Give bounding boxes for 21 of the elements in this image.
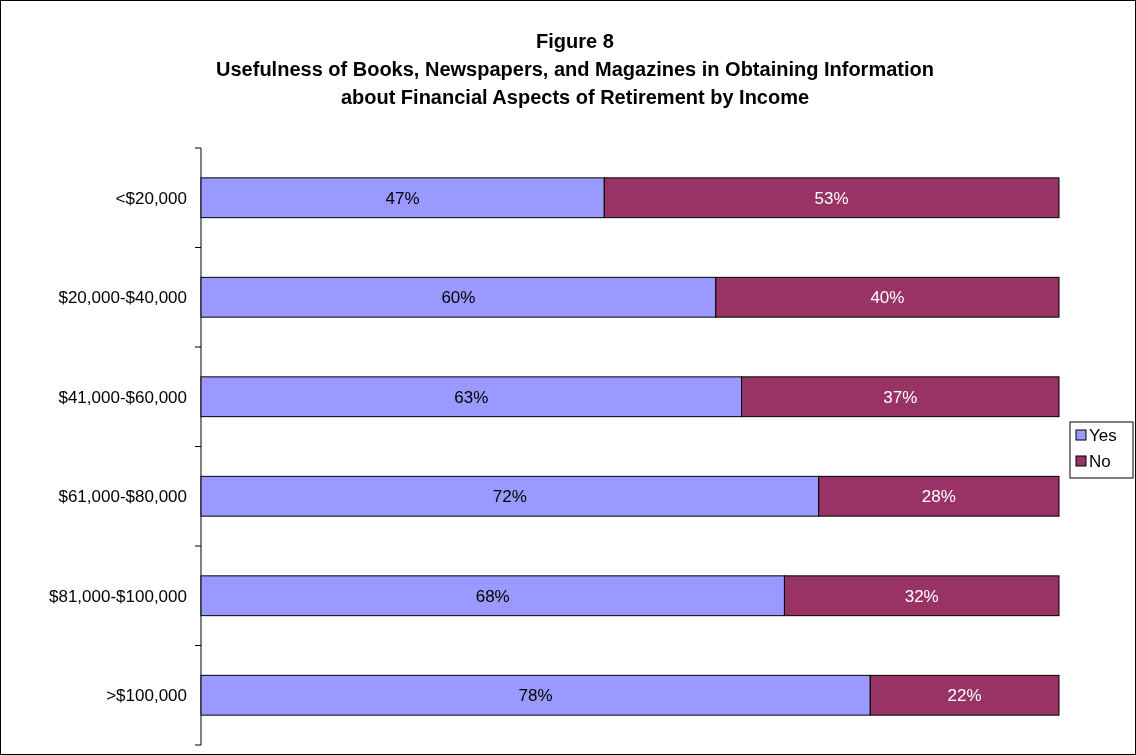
data-label: 72% — [492, 487, 527, 507]
y-tick-label: $81,000-$100,000 — [48, 586, 187, 606]
data-label: 32% — [904, 586, 939, 606]
y-tick-label: <$20,000 — [115, 188, 187, 208]
data-label: 22% — [947, 686, 982, 706]
legend-label: No — [1089, 451, 1111, 471]
data-label: 53% — [814, 188, 849, 208]
data-label: 40% — [870, 288, 905, 308]
legend-label: Yes — [1089, 425, 1117, 445]
y-tick-label: $41,000-$60,000 — [58, 387, 187, 407]
data-label: 60% — [441, 288, 476, 308]
data-label: 68% — [475, 586, 510, 606]
chart-title: Figure 8 Usefulness of Books, Newspapers, and Magazines in Obtaining Information about Financial Aspects of Retirement by Income — [216, 30, 934, 108]
y-tick-label: $20,000-$40,000 — [58, 288, 187, 308]
data-label: 63% — [454, 387, 489, 407]
data-label: 47% — [385, 188, 420, 208]
y-tick-label: $61,000-$80,000 — [58, 487, 187, 507]
data-label: 28% — [921, 487, 956, 507]
y-tick-label: >$100,000 — [106, 686, 187, 706]
data-label: 37% — [883, 387, 918, 407]
data-label: 78% — [518, 686, 553, 706]
